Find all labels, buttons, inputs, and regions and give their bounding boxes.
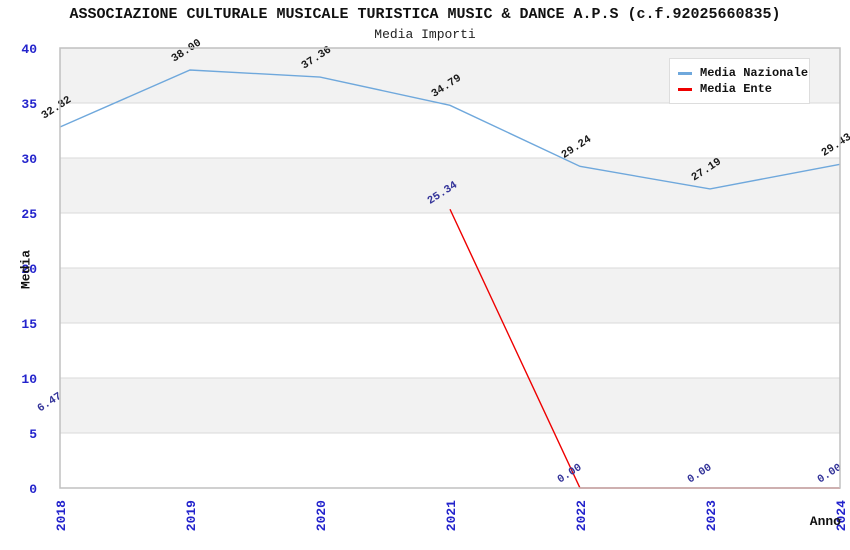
legend-label: Media Ente: [700, 82, 773, 96]
chart-title: ASSOCIAZIONE CULTURALE MUSICALE TURISTIC…: [69, 6, 781, 23]
x-tick-label: 2023: [704, 500, 719, 531]
background-band: [60, 378, 840, 433]
y-axis-title: Media: [18, 250, 34, 290]
x-tick-label: 2024: [834, 500, 849, 531]
plot-border: [59, 47, 841, 489]
y-tick-label: 25: [21, 207, 37, 222]
y-tick-label: 15: [21, 317, 37, 332]
background-band: [60, 323, 840, 378]
x-tick-label: 2018: [54, 500, 69, 531]
background-band: [60, 433, 840, 488]
y-tick-label: 5: [29, 427, 37, 442]
y-tick-label: 20: [21, 262, 37, 277]
background-band: [60, 103, 840, 158]
legend-line-swatch-blue: [678, 71, 692, 75]
x-tick-label: 2020: [314, 500, 329, 531]
legend-item-media-ente: Media Ente: [678, 81, 801, 97]
y-tick-label: 35: [21, 97, 37, 112]
background-band: [60, 213, 840, 268]
legend-item-media-nazionale: Media Nazionale: [678, 65, 808, 81]
y-tick-label: 0: [29, 482, 37, 497]
series-line-0: [59, 69, 841, 190]
y-tick-label: 10: [21, 372, 37, 387]
legend: Media Nazionale Media Ente: [669, 58, 810, 104]
chart-subtitle: Media Importi: [374, 27, 476, 42]
legend-label: Media Nazionale: [700, 66, 809, 80]
background-band: [60, 158, 840, 213]
x-tick-label: 2022: [574, 500, 589, 531]
background-band: [60, 268, 840, 323]
legend-line-swatch-red: [678, 87, 692, 91]
y-tick-label: 40: [21, 42, 37, 57]
x-tick-label: 2019: [184, 500, 199, 531]
y-tick-label: 30: [21, 152, 37, 167]
x-axis-title: Anno: [809, 514, 841, 529]
x-tick-label: 2021: [444, 500, 459, 531]
